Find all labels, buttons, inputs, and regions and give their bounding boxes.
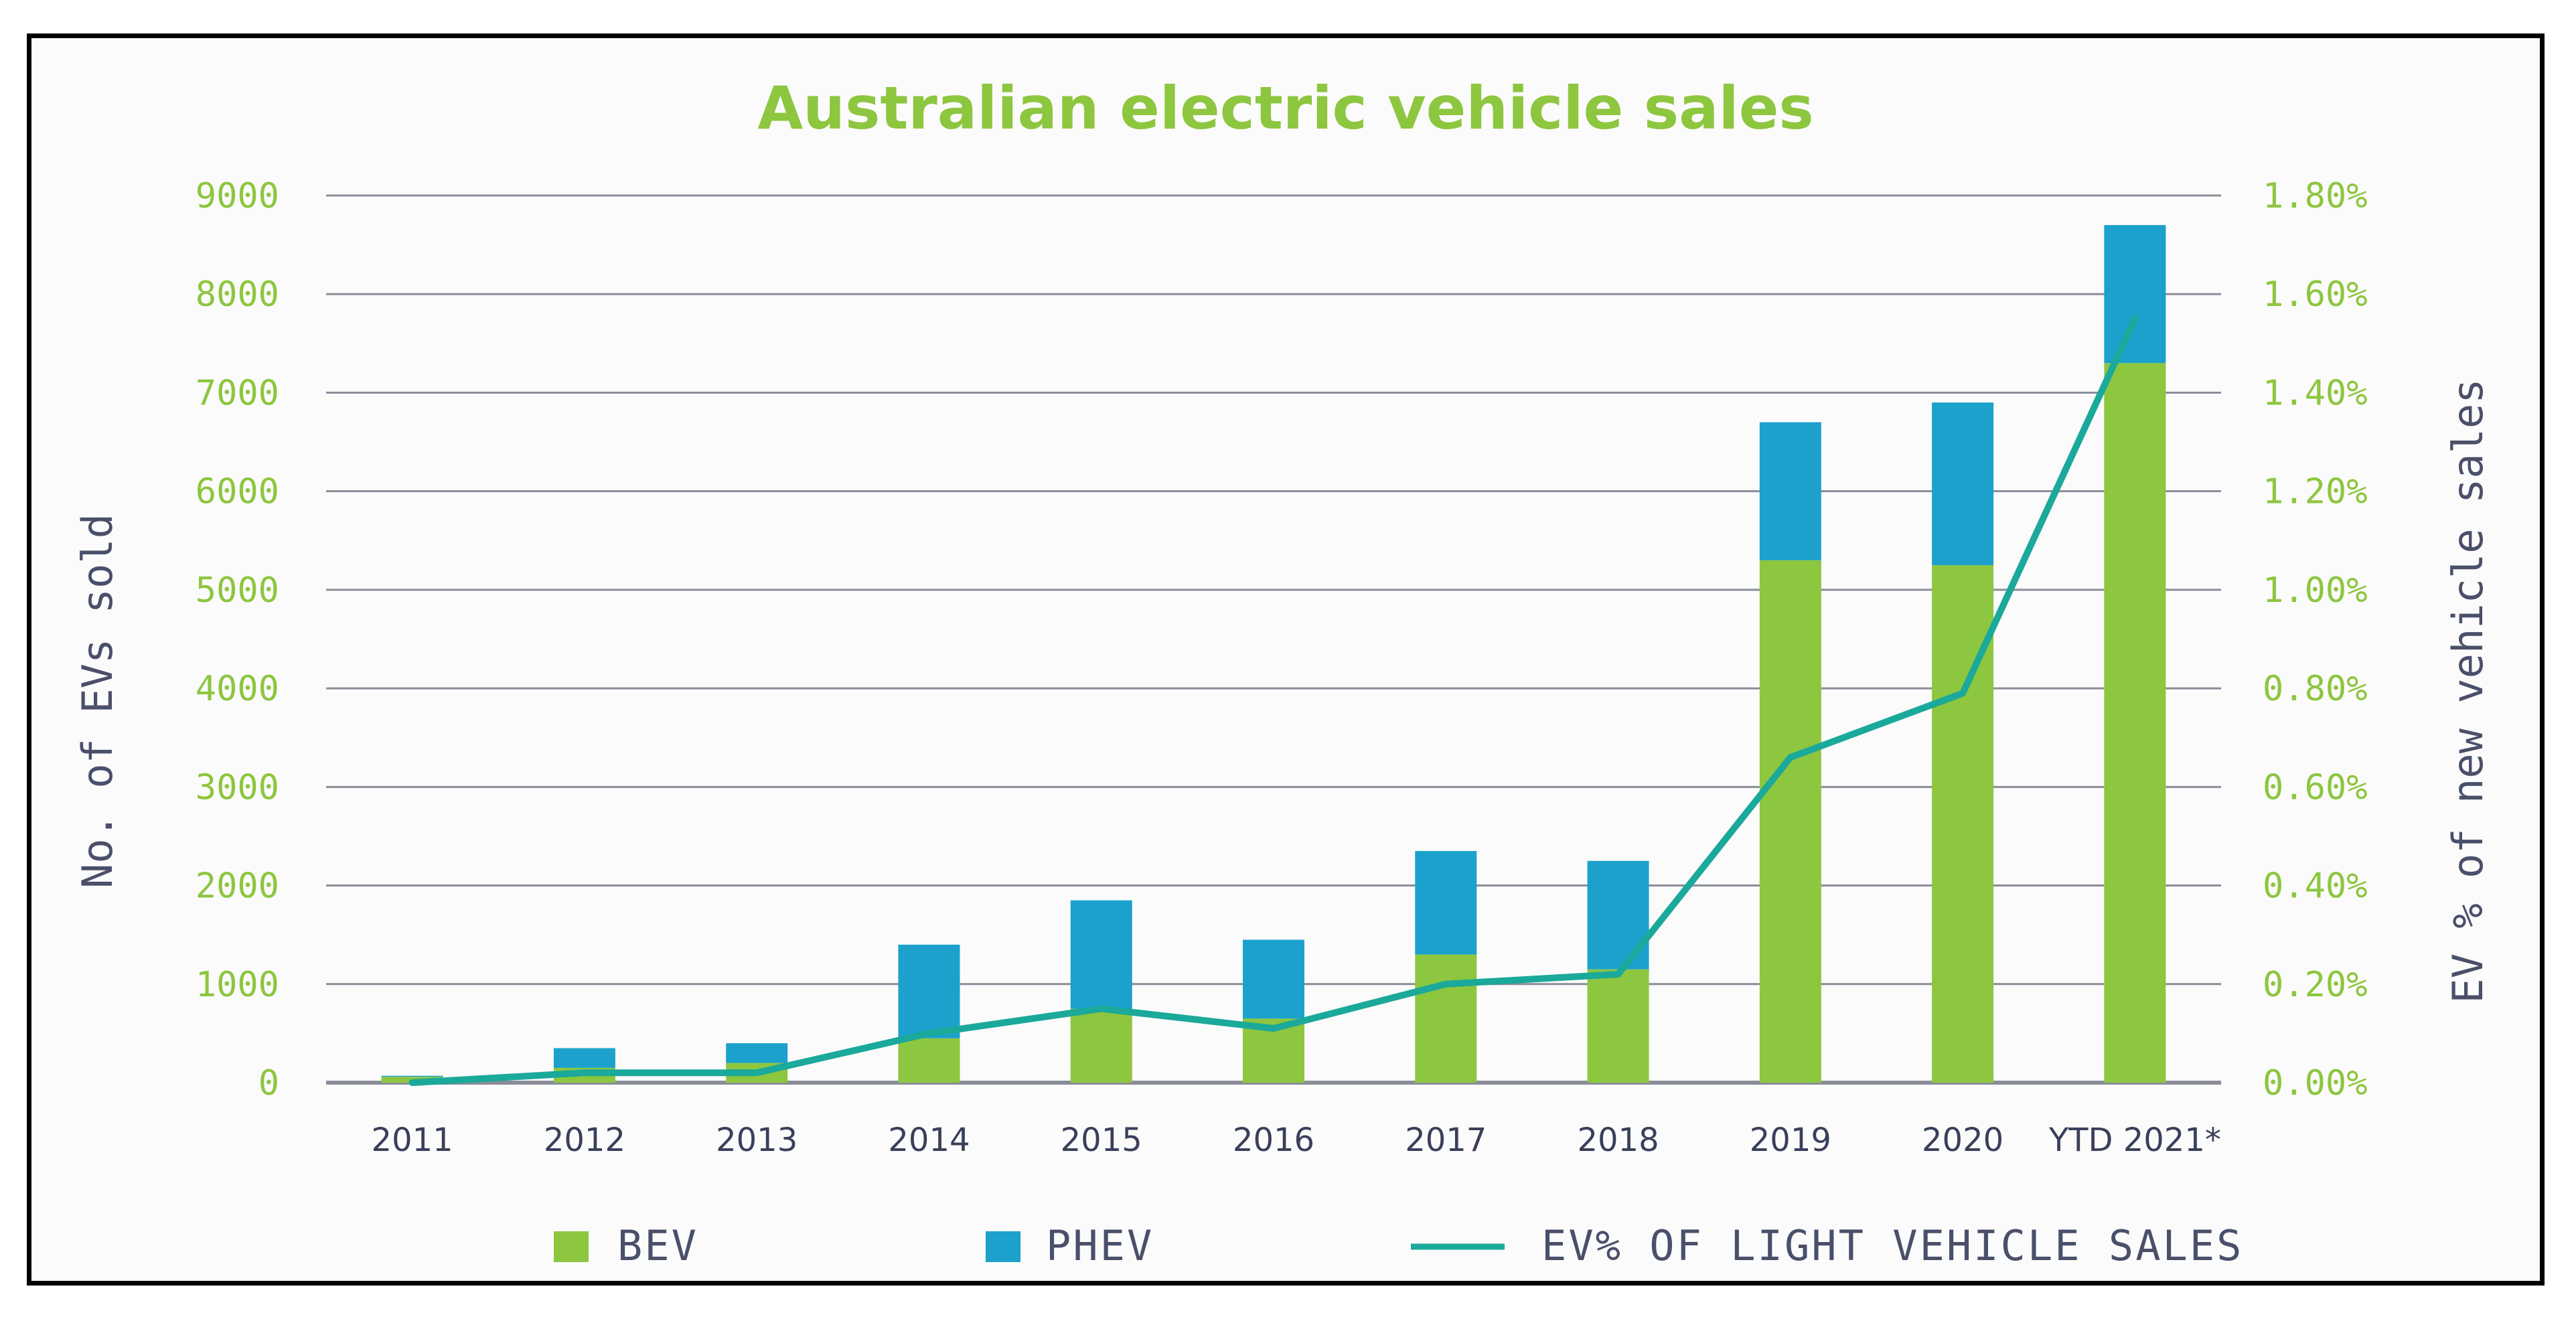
left-tick-label: 1000 [196, 965, 279, 1005]
ev-percent-line [408, 315, 2139, 1086]
category-label: 2020 [1922, 1121, 2003, 1159]
bar-bev [1415, 954, 1477, 1083]
ev-percent-point [756, 1072, 758, 1074]
bar-phev [1243, 939, 1304, 1019]
ev-percent-point [1617, 974, 1619, 976]
right-tick-label: 1.80% [2263, 176, 2368, 216]
right-tick-label: 0.40% [2263, 866, 2368, 907]
category-label: 2014 [888, 1121, 970, 1159]
category-label: 2012 [544, 1121, 625, 1159]
left-tick-label: 3000 [196, 767, 279, 807]
ev-percent-point [1100, 1008, 1102, 1010]
bar-bev [1759, 560, 1821, 1083]
right-axis-ticks: 0.00% 0.20% 0.40% 0.60% 0.80% 1.00% 1.20% 1.40%… [2263, 176, 2368, 1103]
category-label: 2019 [1750, 1121, 1831, 1159]
bar-phev [1415, 851, 1477, 955]
bar-phev [2104, 225, 2166, 364]
left-tick-label: 4000 [196, 669, 279, 709]
bar-phev [553, 1048, 615, 1068]
bar-phev [1932, 402, 1994, 566]
grid-lines [326, 194, 2221, 1085]
left-tick-label: 6000 [196, 472, 279, 512]
legend-label-bev: BEV [617, 1221, 698, 1270]
bar-phev [1759, 422, 1821, 560]
category-label: 2013 [716, 1121, 798, 1159]
category-label: 2016 [1233, 1121, 1314, 1159]
left-tick-label: 7000 [196, 373, 279, 413]
legend-swatch-bev [554, 1231, 589, 1262]
bar-phev [381, 1075, 443, 1077]
left-axis-title: No. of EVs sold [73, 514, 122, 888]
ev-percent-point [1273, 1028, 1274, 1030]
right-tick-label: 0.60% [2263, 767, 2368, 807]
chart-frame: Australian electric vehicle sales 0 1000 2… [27, 33, 2545, 1286]
right-tick-label: 0.80% [2263, 669, 2368, 709]
ev-percent-point [1445, 983, 1447, 985]
category-labels: 2011 2012 2013 2014 2015 2016 2017 2018 2019 2020… [372, 1121, 2221, 1159]
ev-percent-point [928, 1032, 930, 1034]
left-tick-label: 2000 [196, 866, 279, 907]
chart-title: Australian electric vehicle sales [757, 74, 1814, 143]
ev-percent-point [1789, 757, 1791, 759]
category-label: 2018 [1577, 1121, 1659, 1159]
bar-bev [1587, 969, 1649, 1083]
right-axis-title: EV % of new vehicle sales [2443, 378, 2492, 1003]
category-label: 2015 [1061, 1121, 1142, 1159]
bar-bev [1070, 1008, 1132, 1083]
ev-percent-point [411, 1082, 413, 1083]
bar-bev [2104, 363, 2166, 1083]
bar-phev [1587, 860, 1649, 970]
ev-percent-point [2134, 318, 2136, 320]
legend-label-ev-percent: EV% OF LIGHT VEHICLE SALES [1541, 1221, 2244, 1270]
right-tick-label: 0.00% [2263, 1063, 2368, 1103]
right-tick-label: 1.00% [2263, 570, 2368, 611]
left-tick-label: 8000 [196, 275, 279, 315]
category-label: YTD 2021* [2048, 1121, 2221, 1159]
ev-percent-point [1962, 692, 1964, 694]
legend-swatch-phev [986, 1231, 1020, 1262]
left-tick-label: 9000 [196, 176, 279, 216]
bar-phev [898, 944, 960, 1038]
right-tick-label: 0.20% [2263, 965, 2368, 1005]
right-tick-label: 1.60% [2263, 275, 2368, 315]
bars [381, 225, 2166, 1083]
bar-bev [898, 1038, 960, 1083]
bar-phev [726, 1043, 788, 1063]
category-label: 2011 [372, 1121, 453, 1159]
legend-label-phev: PHEV [1046, 1221, 1154, 1270]
left-tick-label: 0 [258, 1063, 279, 1103]
right-tick-label: 1.20% [2263, 472, 2368, 512]
left-axis-ticks: 0 1000 2000 3000 4000 5000 6000 7000 8000 9000 [196, 176, 279, 1103]
bar-phev [1070, 900, 1132, 1009]
ev-percent-point [583, 1072, 585, 1074]
legend: BEV PHEV EV% OF LIGHT VEHICLE SALES [554, 1221, 2244, 1270]
category-label: 2017 [1405, 1121, 1487, 1159]
chart-canvas: Australian electric vehicle sales 0 1000 2… [73, 74, 2492, 1270]
left-tick-label: 5000 [196, 570, 279, 611]
right-tick-label: 1.40% [2263, 373, 2368, 413]
